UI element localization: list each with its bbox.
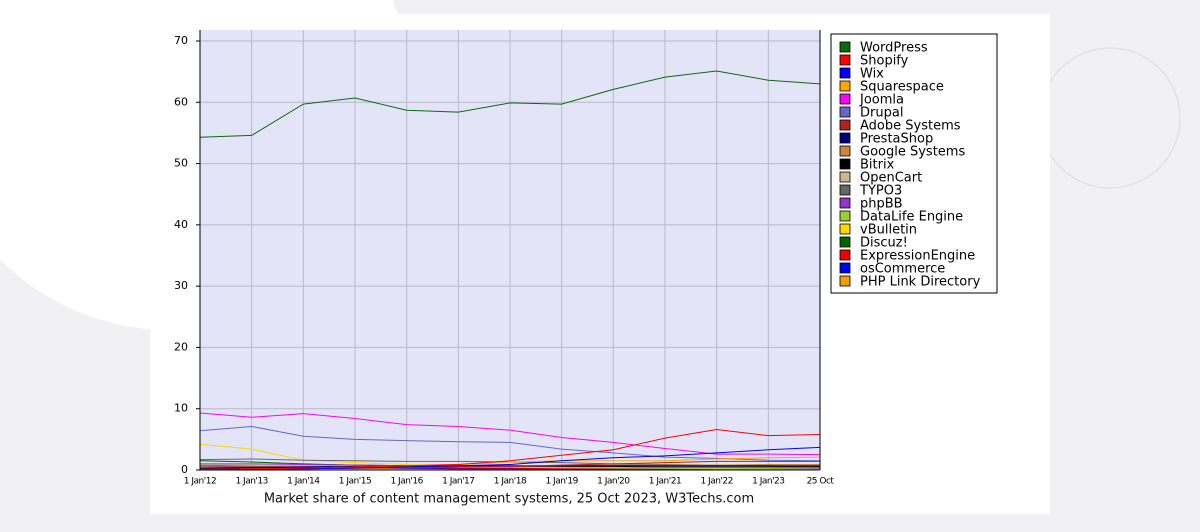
legend-label: DataLife Engine bbox=[860, 210, 963, 225]
x-tick-label: 1 Jan'23 bbox=[752, 477, 784, 487]
legend-swatch bbox=[839, 145, 851, 157]
series-line bbox=[199, 70, 821, 138]
x-tick-label: 1 Jan'12 bbox=[184, 477, 216, 487]
legend-swatch bbox=[839, 132, 851, 144]
legend-label: Adobe Systems bbox=[860, 119, 961, 134]
legend-swatch bbox=[839, 249, 851, 261]
legend-label: TYPO3 bbox=[859, 184, 902, 199]
y-tick-label: 10 bbox=[174, 402, 188, 415]
legend-label: Wix bbox=[860, 67, 884, 82]
legend-swatch bbox=[839, 106, 851, 118]
legend-swatch bbox=[839, 54, 851, 66]
legend-swatch bbox=[839, 223, 851, 235]
legend-label: Squarespace bbox=[860, 80, 944, 95]
x-tick-label: 1 Jan'16 bbox=[390, 477, 423, 487]
x-tick-label: 1 Jan'15 bbox=[339, 477, 371, 487]
legend-swatch bbox=[839, 119, 851, 131]
legend-label: phpBB bbox=[860, 197, 903, 212]
legend-label: PrestaShop bbox=[860, 132, 933, 147]
legend-label: OpenCart bbox=[860, 171, 922, 186]
x-tick-label: 1 Jan'13 bbox=[235, 477, 267, 487]
legend-swatch bbox=[839, 67, 851, 79]
y-tick-label: 30 bbox=[174, 279, 188, 292]
legend-swatch bbox=[839, 171, 851, 183]
legend-label: Joomla bbox=[859, 93, 904, 108]
series-line bbox=[200, 446, 821, 470]
legend-swatch bbox=[839, 41, 851, 53]
series-line bbox=[199, 429, 821, 470]
legend-label: vBulletin bbox=[860, 223, 917, 238]
legend-label: Google Systems bbox=[860, 145, 965, 160]
y-tick-label: 70 bbox=[174, 34, 188, 47]
y-tick-label: 0 bbox=[181, 463, 188, 476]
series-line bbox=[199, 465, 820, 469]
x-tick-label: 1 Jan'19 bbox=[545, 477, 578, 487]
y-tick-label: 20 bbox=[174, 340, 188, 353]
legend-swatch bbox=[839, 210, 851, 222]
legend-label: PHP Link Directory bbox=[860, 275, 981, 290]
x-tick-label: 1 Jan'20 bbox=[597, 477, 630, 487]
legend-label: ExpressionEngine bbox=[860, 249, 975, 264]
legend-swatch bbox=[839, 184, 851, 196]
x-tick-label: 1 Jan'21 bbox=[649, 477, 681, 487]
x-tick-label: 1 Jan'18 bbox=[494, 477, 527, 487]
legend-swatch bbox=[839, 197, 851, 209]
x-tick-label: 1 Jan'17 bbox=[442, 477, 474, 487]
legend-label: Shopify bbox=[860, 54, 909, 69]
legend-swatch bbox=[839, 236, 851, 248]
x-tick-label: 25 Oct bbox=[807, 477, 835, 487]
series-line bbox=[199, 412, 821, 456]
x-tick-label: 1 Jan'14 bbox=[287, 477, 320, 487]
series-line bbox=[199, 425, 821, 462]
legend-label: WordPress bbox=[860, 41, 928, 56]
decor-ring bbox=[1039, 47, 1181, 189]
legend-swatch bbox=[839, 158, 851, 170]
y-tick-label: 50 bbox=[174, 157, 188, 170]
chart-title: Market share of content management syste… bbox=[264, 492, 754, 507]
legend bbox=[830, 33, 998, 294]
legend-swatch bbox=[839, 262, 851, 274]
legend-label: osCommerce bbox=[860, 262, 945, 277]
legend-swatch bbox=[839, 80, 851, 92]
legend-swatch bbox=[839, 93, 851, 105]
legend-label: Discuz! bbox=[860, 236, 908, 251]
legend-swatch bbox=[839, 275, 851, 287]
x-tick-label: 1 Jan'22 bbox=[700, 477, 732, 487]
legend-label: Bitrix bbox=[860, 158, 895, 173]
y-tick-label: 60 bbox=[174, 95, 188, 108]
legend-label: Drupal bbox=[860, 106, 903, 121]
y-tick-label: 40 bbox=[174, 218, 188, 231]
